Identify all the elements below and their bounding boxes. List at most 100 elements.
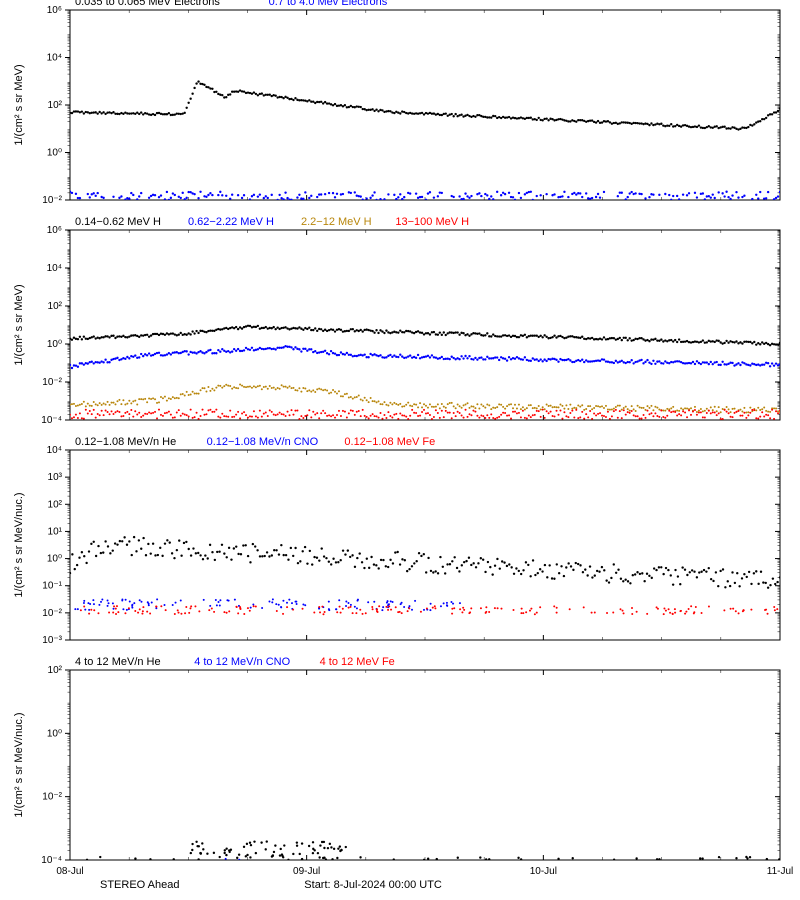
data-point	[417, 354, 419, 356]
data-point	[335, 561, 337, 563]
data-point	[261, 92, 263, 94]
data-point	[658, 416, 660, 418]
data-point	[496, 558, 498, 560]
data-point	[725, 340, 727, 342]
data-point	[132, 400, 134, 402]
data-point	[569, 412, 571, 414]
data-point	[310, 348, 312, 350]
data-point	[340, 612, 342, 614]
data-point	[708, 567, 710, 569]
data-point	[777, 110, 779, 112]
data-point	[229, 410, 231, 412]
data-point	[317, 852, 319, 854]
ytick-label: 10⁰	[47, 148, 62, 159]
data-point	[686, 416, 688, 418]
data-point	[465, 404, 467, 406]
data-point	[502, 192, 504, 194]
data-point	[208, 609, 210, 611]
y-axis-label: 1/(cm² s sr MeV)	[13, 284, 25, 365]
data-point	[382, 559, 384, 561]
data-point	[660, 409, 662, 411]
data-point	[582, 571, 584, 573]
panel-0: 10⁻²10⁰10²10⁴10⁶1/(cm² s sr MeV)0.035 to…	[13, 0, 781, 206]
data-point	[575, 409, 577, 411]
data-point	[779, 576, 781, 578]
data-point	[413, 412, 415, 414]
data-point	[643, 407, 645, 409]
data-point	[249, 415, 251, 417]
data-point	[111, 410, 113, 412]
data-point	[624, 579, 626, 581]
data-point	[415, 192, 417, 194]
data-point	[458, 358, 460, 360]
data-point	[581, 196, 583, 198]
data-point	[496, 356, 498, 358]
data-point	[594, 574, 596, 576]
data-point	[655, 569, 657, 571]
data-point	[275, 388, 277, 390]
legend-2: 4 to 12 MeV Fe	[320, 656, 395, 668]
data-point	[367, 356, 369, 358]
data-point	[195, 82, 197, 84]
data-point	[498, 359, 500, 361]
data-point	[556, 563, 558, 565]
data-point	[439, 331, 441, 333]
data-point	[253, 840, 255, 842]
data-point	[737, 362, 739, 364]
data-point	[389, 402, 391, 404]
data-point	[739, 409, 741, 411]
data-point	[587, 405, 589, 407]
data-point	[216, 551, 218, 553]
data-point	[334, 391, 336, 393]
data-point	[164, 604, 166, 606]
data-point	[280, 347, 282, 349]
data-point	[87, 193, 89, 195]
data-point	[453, 412, 455, 414]
data-point	[184, 413, 186, 415]
data-point	[694, 192, 696, 194]
data-point	[391, 403, 393, 405]
data-point	[728, 412, 730, 414]
data-point	[333, 848, 335, 850]
data-point	[322, 102, 324, 104]
data-point	[674, 411, 676, 413]
data-point	[656, 415, 658, 417]
data-point	[686, 574, 688, 576]
data-point	[682, 409, 684, 411]
data-point	[739, 341, 741, 343]
data-point	[593, 407, 595, 409]
data-point	[423, 409, 425, 411]
data-point	[504, 412, 506, 414]
data-point	[192, 547, 194, 549]
data-point	[138, 336, 140, 338]
data-point	[755, 409, 757, 411]
data-point	[425, 199, 427, 201]
data-point	[71, 417, 73, 419]
data-point	[617, 195, 619, 197]
data-point	[508, 563, 510, 565]
data-point	[83, 112, 85, 114]
data-point	[577, 417, 579, 419]
data-point	[396, 551, 398, 553]
data-point	[490, 116, 492, 118]
data-point	[243, 411, 245, 413]
data-point	[235, 387, 237, 389]
data-point	[139, 599, 141, 601]
data-point	[589, 565, 591, 567]
data-point	[304, 415, 306, 417]
data-point	[91, 413, 93, 415]
data-point	[316, 557, 318, 559]
data-point	[223, 385, 225, 387]
data-point	[342, 395, 344, 397]
data-point	[203, 387, 205, 389]
data-point	[539, 119, 541, 121]
data-point	[403, 405, 405, 407]
data-point	[455, 407, 457, 409]
data-point	[660, 123, 662, 125]
data-point	[532, 407, 534, 409]
data-point	[690, 362, 692, 364]
data-point	[399, 413, 401, 415]
data-point	[358, 395, 360, 397]
data-point	[630, 191, 632, 193]
data-point	[674, 125, 676, 127]
